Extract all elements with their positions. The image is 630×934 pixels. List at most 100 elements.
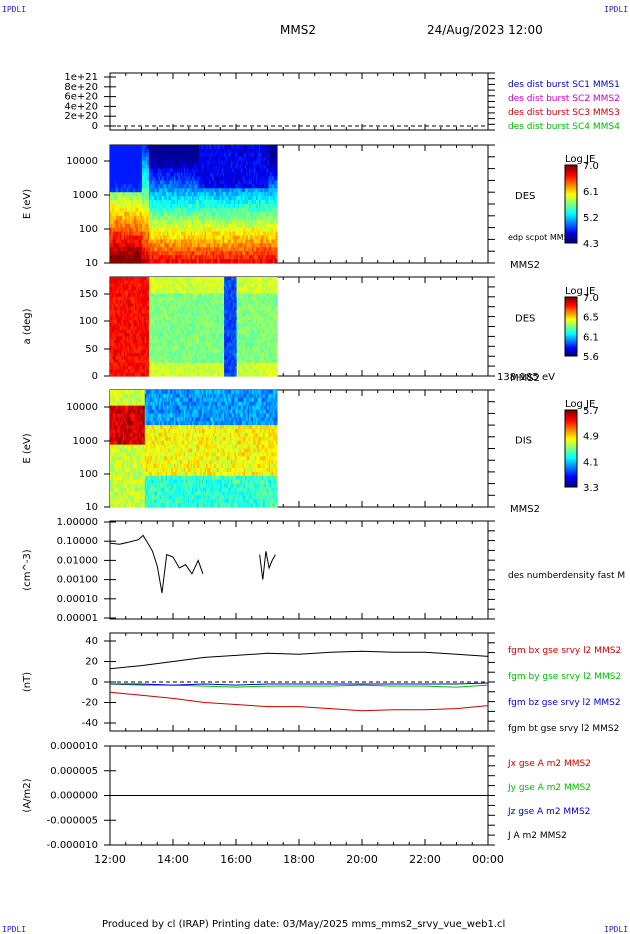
spectrogram-cell: [130, 369, 133, 374]
spectrogram-cell: [256, 255, 259, 260]
spectrogram-cell: [210, 211, 213, 217]
spectrogram-cell: [175, 172, 178, 178]
spectrogram-cell: [236, 145, 239, 150]
spectrogram-cell: [114, 152, 117, 158]
spectrogram-cell: [137, 300, 140, 304]
spectrogram-cell: [133, 239, 136, 244]
spectrogram-cell: [133, 277, 136, 281]
spectrogram-cell: [143, 333, 146, 337]
spectrogram-cell: [203, 223, 206, 229]
spectrogram-cell: [263, 239, 266, 244]
spectrogram-cell: [264, 164, 267, 170]
spectrogram-cell: [125, 164, 128, 170]
spectrogram-cell: [218, 211, 221, 217]
spectrogram-cell: [275, 227, 278, 233]
spectrogram-cell: [251, 251, 254, 256]
spectrogram-cell: [197, 247, 200, 252]
spectrogram-cell: [244, 148, 247, 154]
spectrogram-cell: [219, 259, 222, 264]
spectrogram-cell: [157, 164, 160, 170]
spectrogram-cell: [123, 247, 126, 252]
spectrogram-cell: [182, 235, 185, 240]
spectrogram-cell: [231, 255, 234, 260]
spectrogram-cell: [192, 148, 195, 154]
colorbar-tick-label: 4.3: [583, 239, 599, 250]
spectrogram-cell: [151, 145, 154, 150]
spectrogram-cell: [275, 259, 278, 264]
spectrogram-cell: [207, 211, 210, 217]
spectrogram-cell: [210, 255, 213, 260]
spectrogram-cell: [258, 172, 261, 178]
spectrogram-cell: [169, 172, 172, 178]
spectrogram-cell: [215, 145, 218, 150]
spectrogram-cell: [226, 204, 229, 209]
spectrogram-cell: [211, 184, 214, 189]
spectrogram-cell: [155, 145, 158, 150]
spectrogram-cell: [261, 188, 264, 193]
spectrogram-cell: [260, 243, 263, 248]
spectrogram-cell: [190, 184, 193, 189]
spectrogram-cell: [135, 231, 138, 237]
spectrogram-cell: [128, 366, 131, 370]
spectrogram-cell: [112, 211, 115, 217]
spectrogram-cell: [111, 223, 114, 229]
spectrogram-cell: [240, 156, 243, 162]
spectrogram-cell: [135, 219, 138, 225]
spectrogram-cell: [147, 336, 150, 341]
spectrogram-cell: [111, 362, 114, 367]
date-title: 24/Aug/2023 12:00: [427, 23, 543, 37]
spectrogram-cell: [267, 231, 270, 237]
spectrogram-cell: [185, 215, 188, 221]
spectrogram-cell: [250, 211, 253, 217]
spectrogram-cell: [183, 259, 186, 264]
spectrogram-cell: [232, 231, 235, 237]
spectrogram-cell: [228, 251, 231, 256]
spectrogram-cell: [151, 207, 154, 213]
spectrogram-cell: [142, 300, 144, 304]
spectrogram-cell: [267, 247, 270, 252]
spectrogram-cell: [143, 306, 146, 311]
spectrogram-cell: [189, 251, 192, 256]
spectrogram-cell: [132, 251, 135, 256]
spectrogram-cell: [244, 168, 247, 174]
spectrogram-cell: [211, 211, 214, 217]
spectrogram-cell: [154, 156, 157, 162]
spectrogram-cell: [167, 251, 170, 256]
spectrogram-cell: [212, 223, 215, 229]
spectrogram-cell: [139, 372, 142, 377]
spectrogram-cell: [186, 164, 189, 170]
spectrogram-cell: [210, 152, 213, 158]
spectrogram-cell: [269, 176, 272, 181]
spectrogram-cell: [121, 326, 124, 331]
spectrogram-cell: [162, 160, 165, 166]
spectrogram-cell: [165, 184, 168, 189]
spectrogram-cell: [185, 223, 188, 229]
spectrogram-cell: [146, 343, 149, 347]
spectrogram-cell: [146, 235, 149, 240]
spectrogram-cell: [110, 277, 112, 281]
spectrogram-cell: [132, 303, 135, 308]
spectrogram-cell: [215, 152, 218, 158]
spectrogram-cell: [224, 255, 227, 260]
spectrogram-cell: [210, 200, 213, 205]
spectrogram-cell: [218, 215, 221, 221]
spectrogram-cell: [203, 259, 206, 264]
spectrogram-cell: [110, 356, 112, 361]
spectrogram-cell: [244, 223, 247, 229]
spectrogram-cell: [190, 164, 193, 170]
spectrogram-cell: [116, 235, 119, 240]
spectrogram-cell: [136, 180, 139, 185]
spectrogram-cell: [180, 247, 183, 252]
spectrogram-cell: [121, 255, 124, 260]
spectrogram-cell: [160, 200, 163, 205]
spectrogram-cell: [183, 223, 186, 229]
spectrogram-cell: [133, 204, 136, 209]
spectrogram-cell: [256, 243, 259, 248]
spectrogram-cell: [147, 176, 150, 181]
spectrogram-cell: [235, 227, 238, 233]
spectrogram-cell: [110, 293, 112, 298]
spectrogram-cell: [130, 333, 133, 337]
spectrogram-cell: [123, 180, 126, 185]
spectrogram-cell: [190, 215, 193, 221]
spectrogram-cell: [147, 352, 150, 357]
